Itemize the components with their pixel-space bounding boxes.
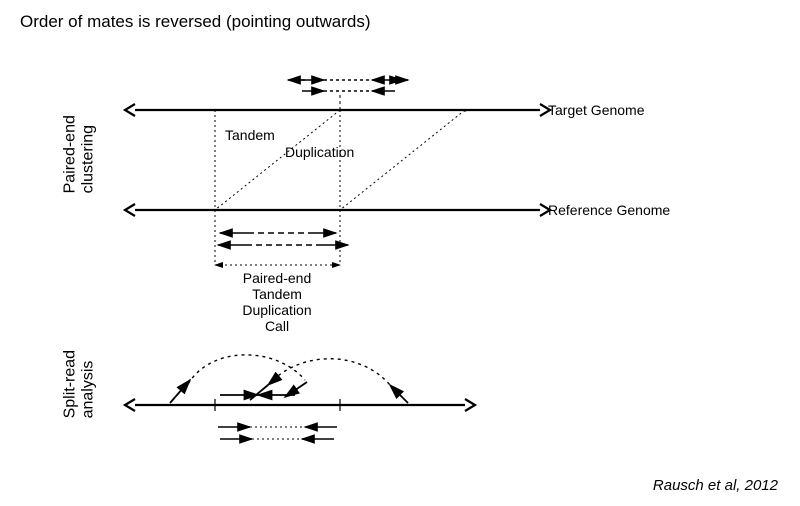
pe-call-2: Tandem <box>252 286 302 302</box>
ref-dup-boundaries <box>215 210 340 265</box>
target-genome-label: Target Genome <box>548 102 645 118</box>
citation: Rausch et al, 2012 <box>653 477 778 494</box>
target-genome-line <box>125 104 550 116</box>
reads-reference <box>218 233 348 245</box>
reference-genome-label: Reference Genome <box>548 202 670 218</box>
td-label-2: Duplication <box>285 144 354 160</box>
reads-target-top <box>288 80 408 91</box>
pe-call-1: Paired-end <box>243 270 312 286</box>
sr-reads-below <box>218 427 337 439</box>
pe-call-3: Duplication <box>242 302 311 318</box>
pe-call-4: Call <box>265 318 289 334</box>
page-title: Order of mates is reversed (pointing out… <box>20 12 371 32</box>
td-label-1: Tandem <box>225 127 275 143</box>
diagram: Target Genome Reference Genome Tandem <box>90 55 710 475</box>
td-mapping <box>215 110 465 210</box>
sr-genome-line <box>125 399 475 411</box>
reference-genome-line <box>125 204 550 216</box>
